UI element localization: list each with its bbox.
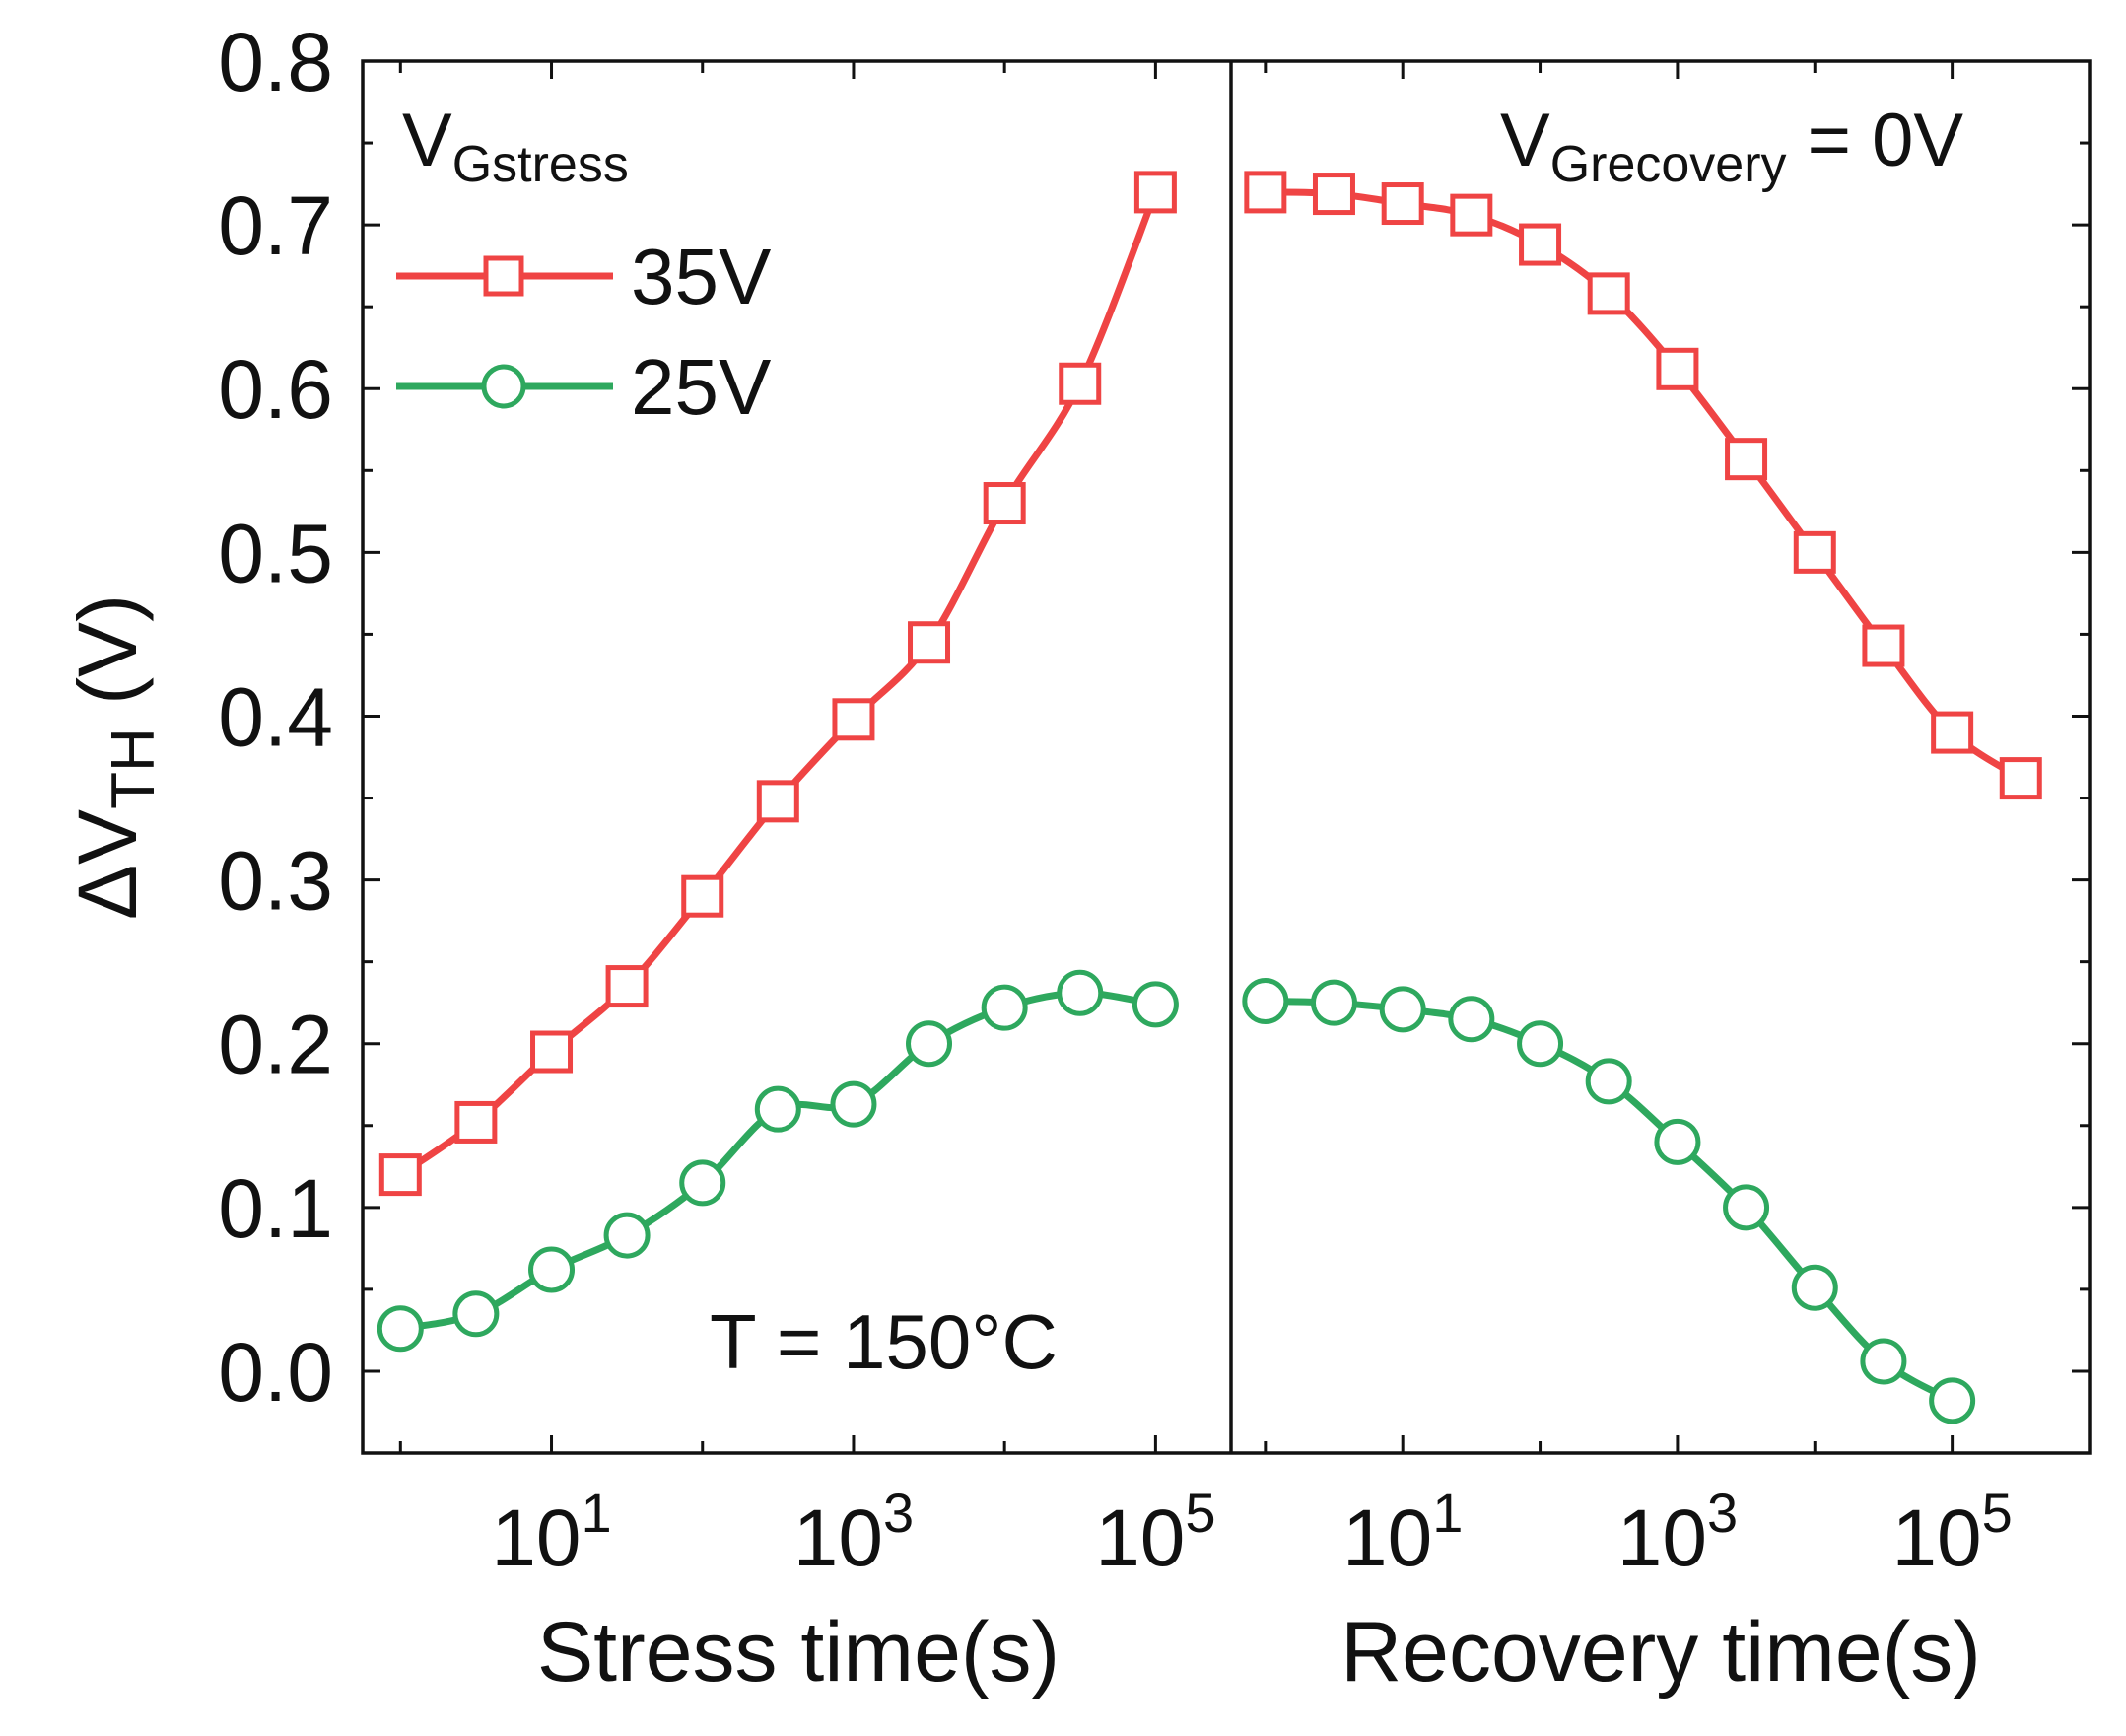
- y-tick-label: 0.7: [218, 179, 333, 272]
- stress-point-25v: [603, 1212, 651, 1259]
- recovery-point-35v: [1244, 171, 1287, 214]
- recovery-point-25v: [1310, 979, 1357, 1026]
- stress-point-35v: [605, 965, 649, 1008]
- stress-point-25v: [528, 1246, 576, 1293]
- temperature-annotation: T = 150°C: [710, 1298, 1058, 1385]
- stress-point-35v: [1059, 362, 1102, 405]
- x-tick-label: 101: [1342, 1482, 1463, 1583]
- recovery-point-35v: [1450, 193, 1493, 237]
- y-tick-label: 0.5: [218, 507, 333, 599]
- stress-point-35v: [681, 874, 724, 918]
- x-tick-label: 101: [491, 1482, 611, 1583]
- stress-point-25v: [1132, 981, 1179, 1028]
- legend-title-main: V: [402, 99, 452, 182]
- stress-point-25v: [679, 1159, 726, 1207]
- recovery-point-25v: [1723, 1184, 1770, 1231]
- stress-point-25v: [1057, 969, 1104, 1016]
- legend-marker-25v: [481, 364, 526, 409]
- recovery-point-25v: [1929, 1377, 1976, 1424]
- y-axis-label-main: ΔV: [61, 809, 154, 920]
- recovery-condition-annotation: VGrecovery = 0V: [1500, 99, 1963, 193]
- recovery-point-35v: [1656, 347, 1699, 390]
- legend-label-35v: 35V: [631, 233, 772, 320]
- recovery-condition-main: V: [1500, 99, 1550, 182]
- stress-point-35v: [983, 482, 1026, 525]
- legend-title: VGstress: [402, 99, 629, 193]
- legend-title-sub: Gstress: [452, 136, 629, 193]
- recovery-point-25v: [1585, 1058, 1632, 1105]
- stress-point-25v: [981, 984, 1028, 1031]
- x-tick-label: 103: [793, 1482, 914, 1583]
- recovery-point-35v: [1587, 272, 1630, 315]
- recovery-point-35v: [1999, 757, 2042, 800]
- recovery-point-25v: [1242, 978, 1289, 1025]
- stress-point-35v: [530, 1030, 574, 1074]
- recovery-point-25v: [1654, 1118, 1701, 1165]
- recovery-point-35v: [1519, 223, 1562, 266]
- y-axis-label: ΔVTH (V): [61, 594, 168, 920]
- recovery-point-35v: [1312, 173, 1355, 216]
- stress-point-25v: [906, 1020, 953, 1068]
- y-tick-label: 0.4: [218, 670, 333, 763]
- y-tick-label: 0.0: [218, 1326, 333, 1419]
- recovery-condition-tail: = 0V: [1787, 99, 1964, 182]
- recovery-point-35v: [1725, 438, 1768, 481]
- plot-frame: [361, 59, 2092, 1455]
- stress-point-35v: [454, 1100, 498, 1144]
- x-tick-label: 103: [1617, 1482, 1738, 1583]
- stress-point-25v: [452, 1290, 500, 1338]
- recovery-point-35v: [1862, 624, 1905, 667]
- legend-label-25v: 25V: [631, 343, 772, 431]
- recovery-point-25v: [1379, 986, 1426, 1033]
- stress-point-35v: [1133, 171, 1177, 214]
- x-tick-labels: 101 103 105 101 103 105: [491, 1482, 2012, 1583]
- stress-point-25v: [830, 1080, 877, 1128]
- y-axis-label-tail: (V): [61, 594, 154, 728]
- stress-series-line-35v: [398, 190, 1159, 1178]
- y-tick-label: 0.1: [218, 1162, 333, 1255]
- stress-point-25v: [377, 1305, 424, 1353]
- recovery-point-25v: [1860, 1338, 1907, 1385]
- recovery-point-25v: [1517, 1020, 1564, 1068]
- x-tick-label: 105: [1891, 1482, 2012, 1583]
- stress-series-line-25v: [399, 989, 1156, 1333]
- axis-ticks: [363, 59, 2092, 1453]
- recovery-series-line-35v: [1265, 188, 2023, 782]
- y-tick-label: 0.3: [218, 835, 333, 928]
- recovery-point-25v: [1791, 1264, 1838, 1311]
- y-tick-label: 0.8: [218, 16, 333, 108]
- stress-point-35v: [756, 780, 799, 823]
- x-tick-label: 105: [1095, 1482, 1215, 1583]
- recovery-point-35v: [1381, 182, 1424, 226]
- y-tick-labels: 0.0 0.1 0.2 0.3 0.4 0.5 0.6 0.7 0.8: [218, 16, 333, 1419]
- recovery-point-35v: [1931, 711, 1974, 754]
- x-axis-label-recovery: Recovery time(s): [1340, 1605, 1981, 1700]
- recovery-point-25v: [1448, 996, 1495, 1043]
- recovery-point-35v: [1793, 530, 1836, 574]
- y-tick-label: 0.2: [218, 999, 333, 1091]
- x-axis-label-stress: Stress time(s): [537, 1605, 1060, 1700]
- y-tick-label: 0.6: [218, 343, 333, 436]
- stress-point-35v: [378, 1153, 422, 1197]
- legend-marker-35v: [483, 255, 524, 297]
- y-axis-label-sub: TH: [100, 728, 168, 809]
- data-series: [377, 171, 2042, 1424]
- recovery-condition-sub: Grecovery: [1550, 136, 1787, 193]
- stress-point-35v: [908, 621, 951, 664]
- stress-point-35v: [832, 698, 875, 741]
- stress-point-25v: [754, 1085, 801, 1133]
